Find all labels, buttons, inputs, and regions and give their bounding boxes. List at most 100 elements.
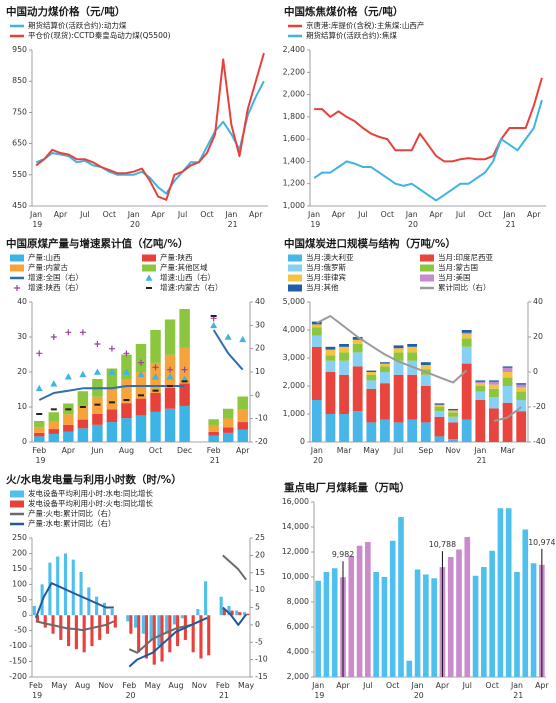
y2-tick-label: 10 <box>255 585 265 594</box>
legend-label: 增速:内蒙古（右） <box>160 282 223 292</box>
bar-segment <box>393 345 404 349</box>
bar-segment <box>208 431 219 436</box>
bar <box>74 615 78 650</box>
x-tick-label: Feb 21 <box>216 681 230 700</box>
y-tick-label: 150 <box>12 564 27 573</box>
bar-segment <box>311 400 322 442</box>
bar <box>144 615 149 659</box>
marker <box>108 368 116 375</box>
bar <box>530 563 537 677</box>
x-tick-label: Jan 20 <box>405 210 418 229</box>
bar-segment <box>489 384 499 389</box>
bar-segment <box>34 427 45 433</box>
bar <box>323 572 330 677</box>
y2-tick-label: 25 <box>255 533 265 542</box>
chart-title: 中国炼焦煤价格（元/吨） <box>284 5 403 18</box>
bar-segment <box>489 380 499 382</box>
bar <box>381 577 388 677</box>
y-tick-label: 3,000 <box>283 353 305 362</box>
y-tick-label: 10,000 <box>282 572 309 581</box>
bar-segment <box>63 414 74 425</box>
y-tick-label: 450 <box>12 201 27 210</box>
y-tick-label: 1,400 <box>283 156 305 165</box>
x-tick-label: Feb 19 <box>32 446 46 465</box>
bar <box>431 578 437 677</box>
bar <box>141 615 145 634</box>
bar-segment <box>461 419 472 442</box>
bar-segment <box>325 355 336 361</box>
y-tick-label: 2,400 <box>283 45 305 54</box>
bar-segment <box>352 339 363 344</box>
x-tick-label: Apr <box>54 210 68 219</box>
y-tick-label: 6,000 <box>287 622 309 631</box>
marker <box>36 413 43 415</box>
legend-label: 累计同比（右） <box>438 282 491 292</box>
y2-tick-label: 30 <box>255 320 265 329</box>
bar-segment <box>92 424 103 442</box>
bar <box>230 610 234 616</box>
bar-segment <box>475 380 486 382</box>
bar-segment <box>420 374 431 386</box>
y2-tick-label: -10 <box>255 414 268 423</box>
legend-label: 产量:火电:累计同比（右） <box>28 508 116 518</box>
bar-segment <box>502 366 513 368</box>
bar <box>63 553 68 616</box>
bar-segment <box>311 335 322 347</box>
bar-segment <box>352 337 363 340</box>
chart-title: 中国原煤产量与增速累计值（亿吨/%） <box>6 237 188 250</box>
x-tick-label: Jul <box>177 210 187 219</box>
bar-segment <box>339 352 349 361</box>
bar-segment <box>516 384 527 388</box>
bar-segment <box>222 427 234 433</box>
x-tick-label: Apr <box>249 210 263 219</box>
y2-tick-label: 40 <box>533 297 543 306</box>
legend-swatch <box>10 500 24 508</box>
bar <box>242 612 247 616</box>
y-tick-label: 1,600 <box>283 134 305 143</box>
marker <box>123 399 130 401</box>
y2-tick-label: -20 <box>533 402 546 411</box>
bar <box>456 549 462 677</box>
legend-label: 发电设备平均利用小时:火电:同比增长 <box>28 498 154 508</box>
bar <box>102 602 106 616</box>
bar <box>79 571 83 616</box>
bar-segment <box>448 408 458 411</box>
marker <box>239 335 247 343</box>
y-tick-label: -150 <box>9 657 27 666</box>
line <box>38 329 244 401</box>
bar-segment <box>77 405 89 420</box>
x-tick-label: Jan 21 <box>224 210 237 229</box>
x-tick-label: Apr <box>62 446 76 455</box>
chart-title: 中国动力煤价格（元/吨） <box>6 5 125 18</box>
bar-segment <box>380 383 390 420</box>
x-tick-label: Jul <box>462 681 472 690</box>
bar-segment <box>461 338 472 347</box>
line <box>313 99 543 202</box>
legend-label: 产量:陕西 <box>160 252 193 262</box>
y-tick-label: 4,000 <box>287 647 309 656</box>
bar <box>219 596 223 616</box>
value-label: 10,788 <box>429 540 456 549</box>
bar-segment <box>516 411 527 442</box>
bar-segment <box>380 363 390 367</box>
x-tick-label: Apr <box>527 210 541 219</box>
legend-swatch <box>288 284 302 292</box>
y-tick-label: 40 <box>17 297 27 306</box>
bar-segment <box>179 405 190 442</box>
bar-segment <box>77 419 89 429</box>
marker <box>152 373 160 380</box>
y-tick-label: 0 <box>300 437 305 446</box>
legend-label: 产量:其他区域 <box>160 262 208 272</box>
y2-tick-label: -5 <box>255 637 263 646</box>
bar <box>43 615 47 628</box>
y2-tick-label: 0 <box>255 620 260 629</box>
bar <box>373 572 379 677</box>
bar-segment <box>48 421 60 430</box>
line <box>35 80 265 195</box>
bar-segment <box>380 362 390 364</box>
legend-label: 产量:山西 <box>28 252 61 262</box>
bar-segment <box>366 380 377 389</box>
legend-swatch <box>10 490 24 498</box>
legend-label: 增速:陕西（右） <box>28 282 83 292</box>
